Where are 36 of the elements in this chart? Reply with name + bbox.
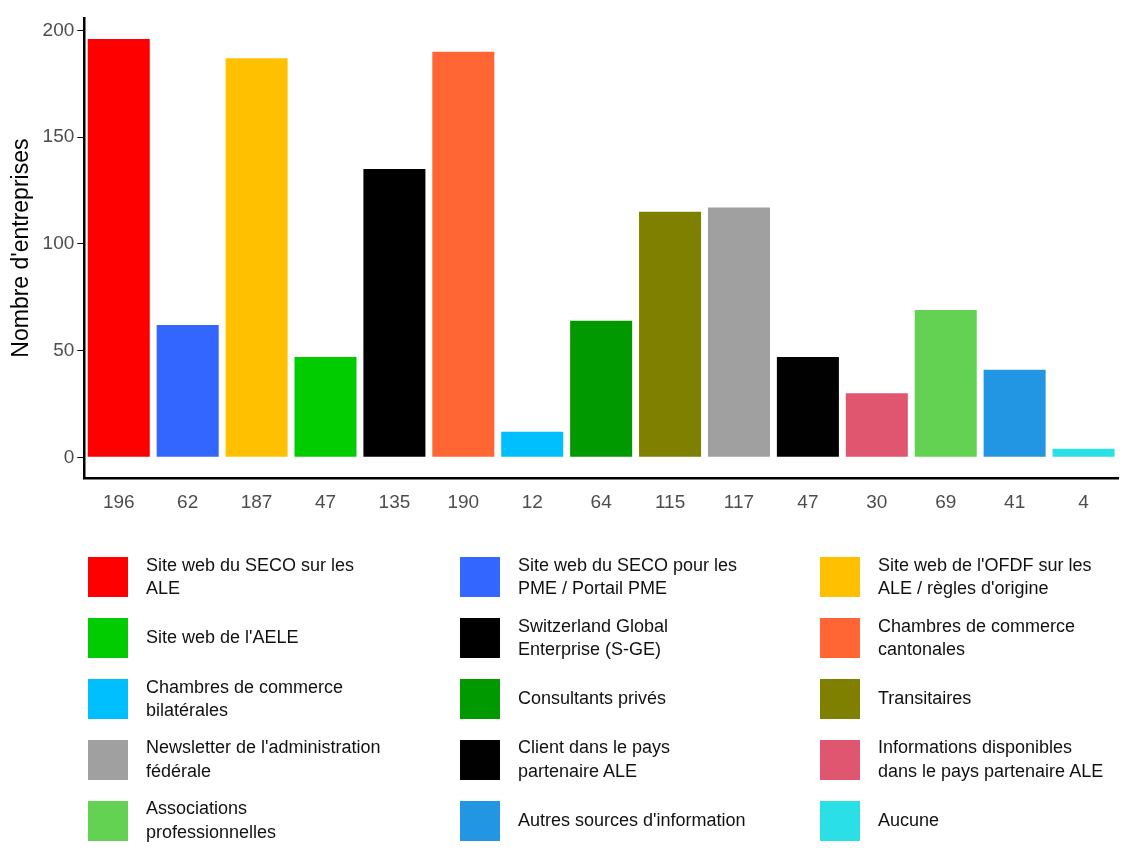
- legend-label: Site web de l'OFDF sur les ALE / règles d'origine: [878, 554, 1093, 601]
- legend-label: Consultants privés: [518, 687, 667, 711]
- x-tick-label: 135: [378, 490, 411, 512]
- legend-label: Site web du SECO pour les PME / Portail PME: [518, 554, 739, 601]
- x-tick-label: 64: [590, 490, 613, 512]
- x-tick-label: 190: [447, 490, 480, 512]
- x-tick-label: 115: [654, 490, 686, 512]
- legend-label: Client dans le pays partenaire ALE: [518, 736, 672, 783]
- y-axis-title: Nombre d'entreprises: [7, 138, 34, 358]
- x-tick-label: 12: [521, 490, 543, 512]
- legend-label: Switzerland Global Enterprise (S-GE): [518, 614, 670, 662]
- legend-label: Autres sources d'information: [518, 808, 746, 832]
- x-tick-label: 117: [723, 490, 755, 512]
- legend-label: Aucune: [878, 808, 940, 832]
- x-tick-label: 47: [797, 490, 819, 512]
- y-tick-label: 200: [42, 18, 75, 40]
- x-tick-label: 69: [935, 490, 957, 512]
- legend-label: Chambres de commerce cantonales: [878, 614, 1077, 662]
- x-tick-label: 62: [177, 490, 199, 512]
- legend-label: Chambres de commerce bilatérales: [146, 675, 345, 722]
- x-tick-label: 41: [1004, 490, 1026, 512]
- legend-label: Site web du SECO sur les ALE: [146, 554, 356, 601]
- x-tick-label: 187: [240, 490, 273, 512]
- legend-label: Informations disponibles dans le pays partenaire ALE: [878, 736, 1105, 783]
- x-tick-label: 4: [1078, 490, 1090, 512]
- legend-label: Site web de l'AELE: [146, 626, 299, 650]
- x-tick-label: 30: [866, 490, 888, 512]
- x-tick-label: 47: [314, 490, 337, 512]
- x-tick-label: 196: [102, 490, 135, 512]
- y-tick-label: 0: [63, 445, 75, 467]
- y-tick-label: 150: [42, 125, 75, 147]
- y-tick-label: 100: [42, 232, 75, 254]
- y-tick-label: 50: [53, 338, 75, 360]
- legend-label: Associations professionnelles: [146, 797, 278, 844]
- legend-label: Newsletter de l'administration fédérale: [146, 736, 381, 783]
- legend-label: Transitaires: [878, 687, 972, 711]
